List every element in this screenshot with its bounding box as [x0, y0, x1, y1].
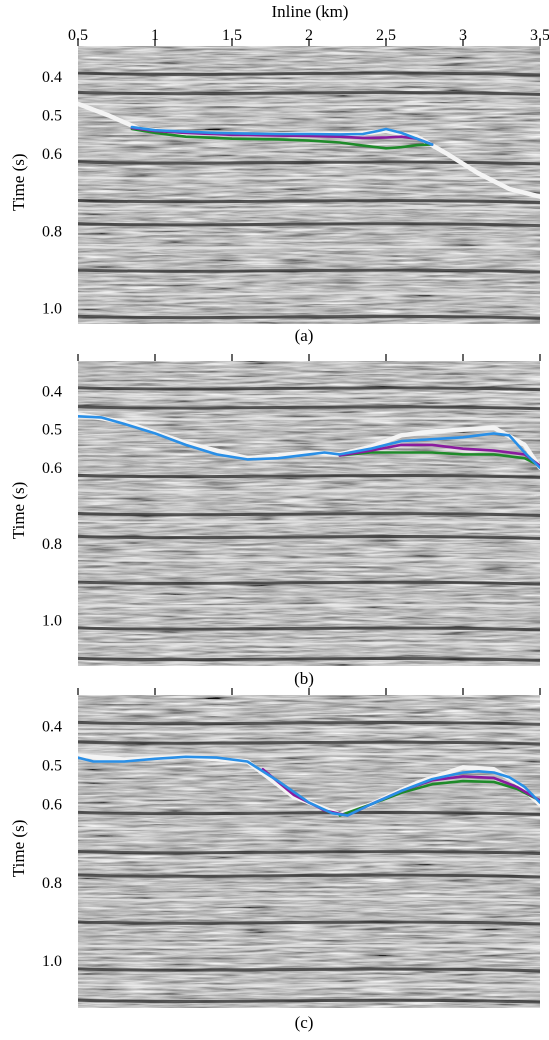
- reflector-band: [78, 534, 540, 540]
- y-tick-label: 0.5: [42, 757, 62, 774]
- reflector-band: [78, 102, 540, 107]
- y-tick-label: 0.6: [42, 460, 62, 477]
- x-tick-label: 2.5: [376, 27, 396, 44]
- reflector-band: [78, 827, 540, 832]
- horizon-lines: [78, 753, 540, 817]
- reflector-band: [78, 520, 540, 525]
- reflector-band: [78, 245, 540, 250]
- reflector-band: [78, 998, 540, 1004]
- horizon-line-2: [338, 443, 540, 468]
- reflector-band: [78, 90, 540, 96]
- y-axis-title: Time (s): [9, 482, 28, 539]
- reflector-band: [78, 79, 540, 84]
- reflector-band: [78, 656, 540, 662]
- reflector-band: [78, 720, 540, 726]
- reflector-band: [78, 752, 540, 757]
- y-axis-title: Time (s): [9, 153, 28, 210]
- reflector-band: [78, 967, 540, 973]
- y-tick-label: 0.6: [42, 146, 62, 163]
- y-tick-label: 0.5: [42, 422, 62, 439]
- reflector-band: [78, 642, 540, 647]
- reflector-band: [78, 580, 540, 586]
- horizon-line-3: [130, 125, 434, 146]
- horizon-line-3: [78, 415, 540, 470]
- reflector-band: [78, 850, 540, 855]
- reflector-band: [78, 207, 540, 212]
- x-tick-label: 3.5: [530, 27, 549, 44]
- reflector-band: [78, 858, 540, 863]
- reflector-bands: [78, 386, 540, 662]
- x-tick-label: 3: [459, 27, 467, 44]
- y-tick-label: 0.8: [42, 223, 62, 240]
- x-tick-label: 1: [151, 27, 159, 44]
- y-tick-label: 1.0: [42, 953, 62, 970]
- y-tick-label: 1.0: [42, 612, 62, 629]
- y-tick-label: 1.0: [42, 301, 62, 318]
- reflector-band: [78, 873, 540, 879]
- horizon-line-0: [78, 412, 540, 471]
- reflector-band: [78, 176, 540, 181]
- y-tick-label: 0.4: [42, 718, 62, 735]
- horizon-lines: [78, 101, 540, 199]
- reflector-band: [78, 417, 540, 422]
- y-tick-label: 0.8: [42, 536, 62, 553]
- reflector-band: [78, 160, 540, 166]
- reflector-band: [78, 604, 540, 608]
- y-tick-label: 0.5: [42, 108, 62, 125]
- y-tick-label: 0.4: [42, 384, 62, 401]
- panel-c: 0.4 0.5 0.6 0.8 1.0 Time (s) (c): [9, 688, 541, 1032]
- panel-b: 0.4 0.5 0.6 0.8 1.0 Time (s) (b): [9, 354, 541, 688]
- x-tick-label: 0.5: [68, 27, 88, 44]
- reflector-band: [78, 920, 540, 926]
- reflector-band: [78, 489, 540, 494]
- reflector-band: [78, 626, 540, 632]
- y-tick-label: 0.4: [42, 69, 62, 86]
- reflector-band: [78, 394, 540, 399]
- reflector-band: [78, 314, 540, 320]
- reflector-band: [78, 71, 540, 77]
- x-tick-label: 2: [305, 27, 313, 44]
- reflector-band: [78, 558, 540, 563]
- reflector-band: [78, 729, 540, 734]
- reflector-band: [78, 473, 540, 479]
- reflector-band: [78, 222, 540, 228]
- horizon-line-1: [130, 127, 434, 150]
- x-axis-title: Inline (km): [272, 2, 349, 21]
- panel-caption: (b): [294, 669, 314, 688]
- seismic-texture: [78, 46, 540, 324]
- reflector-band: [78, 983, 540, 988]
- horizon-lines: [78, 412, 540, 471]
- reflector-bands: [78, 71, 540, 320]
- panel-caption: (c): [295, 1013, 314, 1032]
- horizon-line-1: [338, 451, 540, 468]
- x-tick-label: 1.5: [222, 27, 242, 44]
- reflector-band: [78, 292, 540, 297]
- reflector-band: [78, 268, 540, 274]
- reflector-band: [78, 386, 540, 392]
- reflector-band: [78, 810, 540, 816]
- reflector-band: [78, 405, 540, 411]
- reflector-band: [78, 944, 540, 949]
- reflector-band: [78, 897, 540, 902]
- y-tick-label: 0.8: [42, 875, 62, 892]
- reflector-band: [78, 740, 540, 746]
- y-tick-label: 0.6: [42, 797, 62, 814]
- panel-a: 0.5 1 1.5 2 2.5 3 3.5 0.4 0.5 0.6 0.8 1.0 Time (s) (a…: [9, 27, 549, 345]
- y-axis-title: Time (s): [9, 820, 28, 877]
- horizon-line-3: [78, 755, 540, 817]
- reflector-band: [78, 198, 540, 204]
- reflector-bands: [78, 720, 540, 1004]
- reflector-band: [78, 512, 540, 517]
- panel-caption: (a): [295, 326, 314, 345]
